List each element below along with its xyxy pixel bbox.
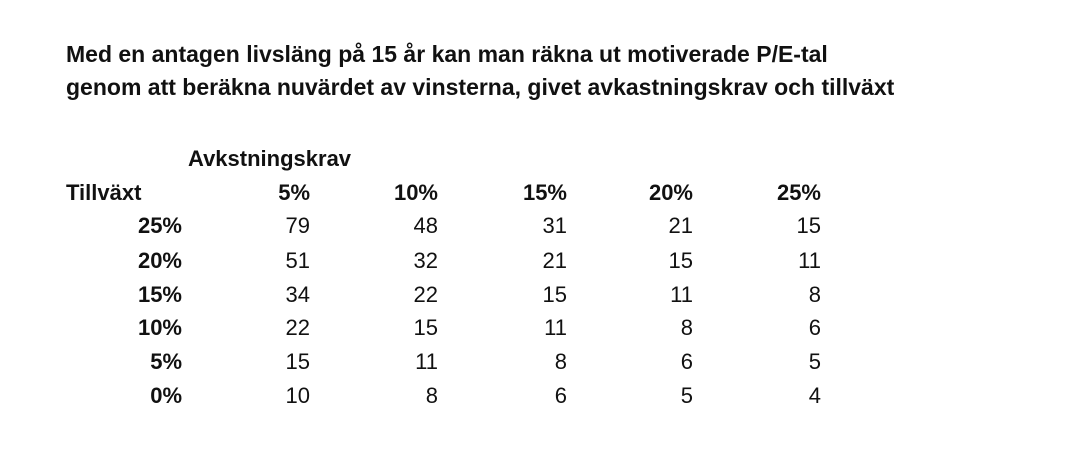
table-cell: 32 bbox=[413, 248, 438, 273]
title-line-1: Med en antagen livsläng på 15 år kan man… bbox=[66, 41, 828, 67]
table-cell: 79 bbox=[285, 213, 310, 238]
row-label: 15% bbox=[137, 282, 182, 307]
table-cell: 6 bbox=[808, 315, 821, 340]
table-cell: 11 bbox=[670, 282, 693, 307]
table-cell: 8 bbox=[680, 315, 693, 340]
table-cell: 5 bbox=[808, 349, 821, 374]
table-cell: 11 bbox=[415, 349, 438, 374]
table-cell: 15 bbox=[413, 315, 438, 340]
table-cell: 8 bbox=[808, 282, 821, 307]
column-header: 5% bbox=[278, 180, 310, 205]
row-label: 25% bbox=[137, 213, 182, 238]
table-cell: 15 bbox=[285, 349, 310, 374]
table-cell: 21 bbox=[542, 248, 567, 273]
table-cell: 11 bbox=[544, 315, 567, 340]
table-cell: 22 bbox=[413, 282, 438, 307]
table-cell: 4 bbox=[808, 383, 821, 408]
table-cell: 8 bbox=[425, 383, 438, 408]
table-cell: 5 bbox=[680, 383, 693, 408]
row-label: 20% bbox=[137, 248, 182, 273]
column-header: 15% bbox=[522, 180, 567, 205]
title-line-2: genom att beräkna nuvärdet av vinsterna,… bbox=[66, 74, 895, 100]
column-group-label: Avkstningskrav bbox=[188, 146, 352, 171]
column-header: 20% bbox=[648, 180, 693, 205]
table-cell: 15 bbox=[796, 213, 821, 238]
table-cell: 21 bbox=[668, 213, 693, 238]
table-cell: 6 bbox=[554, 383, 567, 408]
table-cell: 10 bbox=[285, 383, 310, 408]
table-cell: 6 bbox=[680, 349, 693, 374]
table-cell: 22 bbox=[285, 315, 310, 340]
column-header: 25% bbox=[776, 180, 821, 205]
row-label: 10% bbox=[137, 315, 182, 340]
table-cell: 31 bbox=[542, 213, 567, 238]
page-title: Med en antagen livsläng på 15 år kan man… bbox=[66, 38, 1066, 104]
table-cell: 15 bbox=[668, 248, 693, 273]
table-cell: 48 bbox=[413, 213, 438, 238]
table-cell: 11 bbox=[798, 248, 821, 273]
column-header: 10% bbox=[393, 180, 438, 205]
table-cell: 8 bbox=[554, 349, 567, 374]
row-label: 5% bbox=[150, 349, 182, 374]
table-cell: 34 bbox=[285, 282, 310, 307]
row-header-label: Tillväxt bbox=[66, 180, 142, 205]
table-cell: 15 bbox=[542, 282, 567, 307]
table-cell: 51 bbox=[285, 248, 310, 273]
row-label: 0% bbox=[150, 383, 182, 408]
